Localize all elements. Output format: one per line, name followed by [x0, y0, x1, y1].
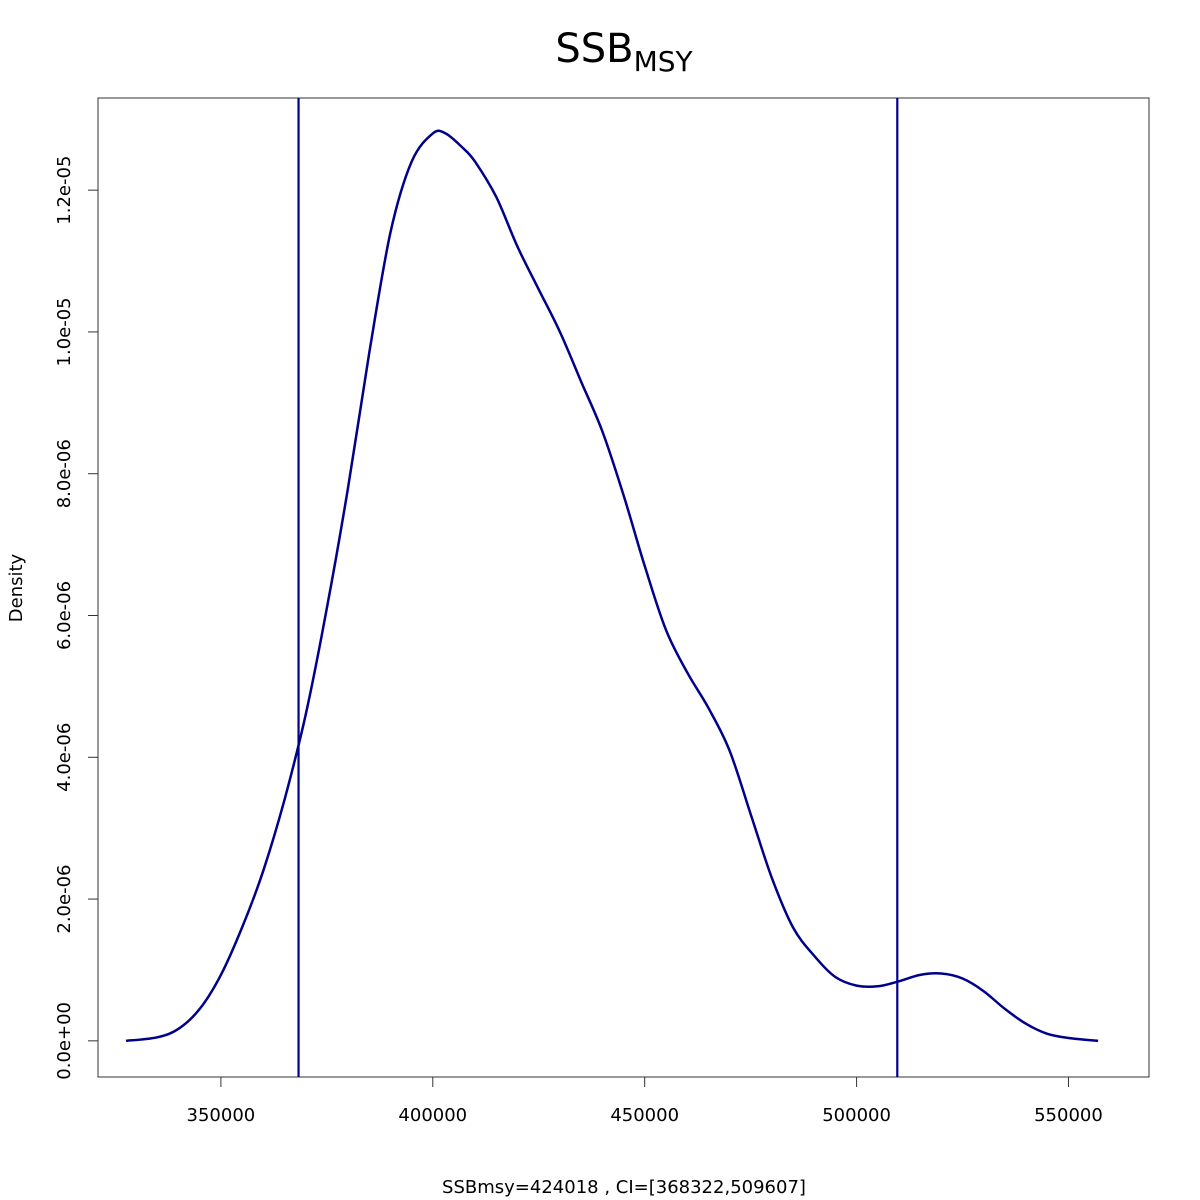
x-tick-label: 500000 — [822, 1105, 891, 1126]
y-tick-label: 1.2e-05 — [54, 156, 75, 225]
y-tick-label: 0.0e+00 — [54, 1002, 75, 1080]
chart-title-subscript: MSY — [634, 45, 694, 78]
x-tick-label: 550000 — [1034, 1105, 1103, 1126]
x-tick-label: 400000 — [398, 1105, 467, 1126]
x-axis-label: SSBmsy=424018 , CI=[368322,509607] — [442, 1177, 806, 1198]
density-series — [125, 129, 1099, 1043]
x-tick-label: 450000 — [610, 1105, 679, 1126]
y-tick-label: 6.0e-06 — [54, 581, 75, 650]
chart-title: SSBMSY — [555, 26, 693, 78]
y-tick-label: 8.0e-06 — [54, 439, 75, 508]
x-axis: 350000 400000 450000 500000 550000 — [187, 1076, 1103, 1126]
chart-title-main: SSB — [555, 26, 633, 72]
y-tick-label: 2.0e-06 — [54, 865, 75, 934]
x-tick-label: 350000 — [187, 1105, 256, 1126]
plot-frame — [97, 97, 1150, 1078]
y-axis-label: Density — [6, 553, 27, 622]
confidence-interval-lines — [297, 98, 899, 1077]
y-tick-label: 4.0e-06 — [54, 723, 75, 792]
y-axis: 0.0e+00 2.0e-06 4.0e-06 6.0e-06 8.0e-06 1.0e-… — [54, 156, 99, 1080]
y-tick-label: 1.0e-05 — [54, 297, 75, 366]
density-curve — [125, 129, 1099, 1043]
